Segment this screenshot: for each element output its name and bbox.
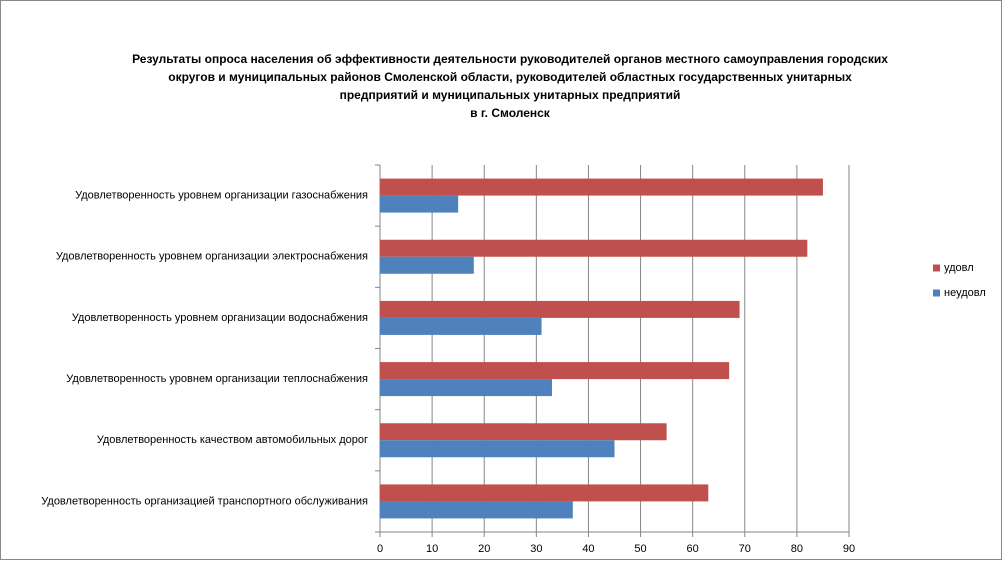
- chart-title: предприятий и муниципальных унитарных пр…: [340, 88, 681, 102]
- y-tick-label: Удовлетворенность уровнем организации те…: [66, 373, 368, 385]
- legend-swatch: [933, 289, 940, 297]
- chart-title: в г. Смоленск: [470, 106, 551, 120]
- x-tick-label: 90: [843, 543, 855, 555]
- x-tick-label: 80: [791, 543, 803, 555]
- x-tick-label: 0: [377, 543, 383, 555]
- chart-title: округов и муниципальных районов Смоленск…: [168, 70, 852, 84]
- chart-title: Результаты опроса населения об эффективн…: [132, 52, 888, 66]
- x-tick-label: 10: [426, 543, 438, 555]
- y-tick-label: Удовлетворенность уровнем организации га…: [75, 189, 368, 201]
- bar: [380, 440, 615, 458]
- y-tick-label: Удовлетворенность качеством автомобильны…: [97, 434, 368, 446]
- y-tick-label: Удовлетворенность уровнем организации во…: [72, 312, 368, 324]
- legend-label: удовл: [944, 262, 974, 274]
- bar: [380, 423, 667, 441]
- bar: [380, 362, 730, 380]
- bar: [380, 239, 808, 257]
- bar: [380, 178, 823, 196]
- y-tick-label: Удовлетворенность уровнем организации эл…: [56, 251, 368, 263]
- bar: [380, 195, 459, 213]
- x-tick-label: 60: [687, 543, 699, 555]
- legend-swatch: [933, 264, 940, 272]
- bar: [380, 379, 552, 397]
- x-tick-label: 40: [582, 543, 594, 555]
- x-tick-label: 50: [634, 543, 646, 555]
- bar: [380, 300, 740, 318]
- legend-label: неудовл: [944, 287, 986, 299]
- x-tick-label: 30: [530, 543, 542, 555]
- bar: [380, 317, 542, 335]
- x-tick-label: 20: [478, 543, 490, 555]
- x-tick-label: 70: [739, 543, 751, 555]
- bar: [380, 501, 573, 519]
- bar: [380, 256, 474, 274]
- y-tick-label: Удовлетворенность организацией транспорт…: [41, 495, 368, 507]
- bar: [380, 484, 709, 502]
